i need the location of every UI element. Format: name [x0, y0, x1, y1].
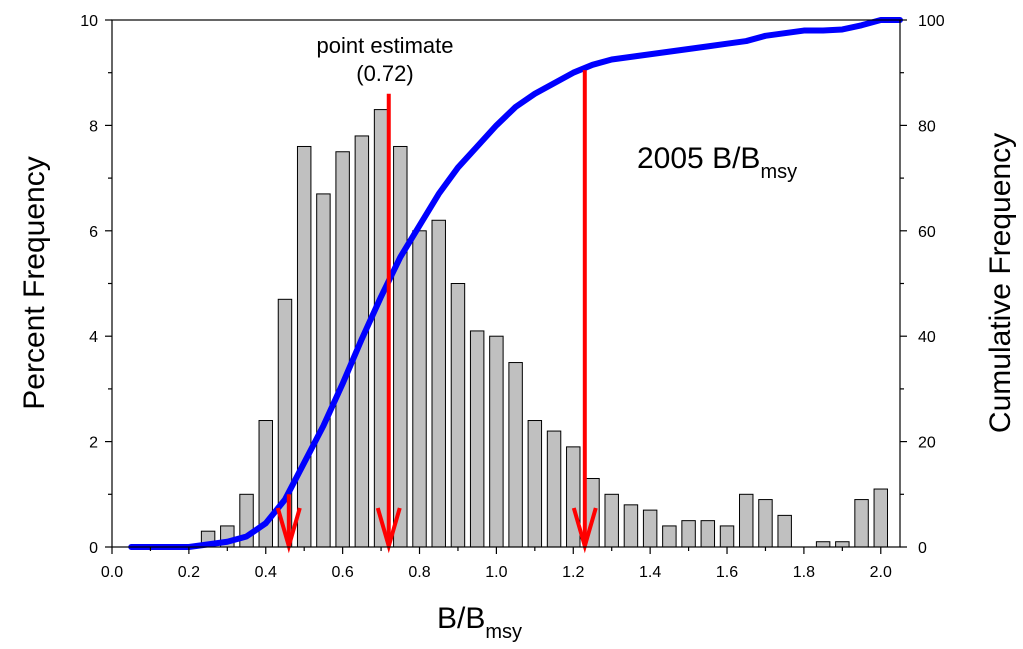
bar — [758, 499, 773, 548]
arrow-head — [275, 507, 302, 554]
arrows-group — [275, 70, 598, 554]
bar — [450, 283, 466, 548]
bar — [296, 145, 312, 548]
y-tick-label: 4 — [89, 329, 98, 346]
point-estimate-label: point estimate — [317, 33, 454, 58]
bar — [719, 525, 735, 548]
x-tick-label: 1.0 — [485, 564, 507, 581]
arrow-head — [571, 507, 598, 554]
bar — [412, 230, 427, 548]
bar — [489, 335, 504, 548]
y-tick-label: 6 — [89, 224, 98, 241]
x-axis-title-sub: msy — [485, 621, 522, 643]
y2-tick-label: 0 — [918, 540, 927, 557]
x-axis-title-main: B/B — [437, 602, 485, 635]
bar — [546, 430, 562, 548]
point-estimate-value: (0.72) — [356, 61, 413, 86]
x-tick-label: 2.0 — [870, 564, 892, 581]
x-axis-title: B/Bmsy — [437, 602, 522, 643]
y2-axis-title: Cumulative Frequency — [984, 133, 1017, 433]
y-tick-label: 10 — [80, 13, 98, 30]
year-label: 2005 B/Bmsy — [637, 142, 797, 183]
arrow-head — [375, 507, 402, 554]
x-tick-label: 0.0 — [101, 564, 123, 581]
y2-tick-label: 60 — [918, 224, 936, 241]
x-tick-label: 0.6 — [332, 564, 354, 581]
bar — [777, 514, 792, 548]
x-tick-label: 1.2 — [562, 564, 584, 581]
cumulative-line — [128, 17, 903, 550]
cumulative-line-group — [128, 17, 903, 550]
x-tick-label: 1.4 — [639, 564, 661, 581]
y2-tick-label: 20 — [918, 435, 936, 452]
y-axis-title: Percent Frequency — [18, 156, 51, 409]
y2-ticks: 0 20 40 60 80 100 — [900, 13, 945, 557]
y2-tick-label: 40 — [918, 329, 936, 346]
x-tick-label: 0.2 — [178, 564, 200, 581]
bar — [469, 330, 485, 548]
bar — [335, 151, 350, 548]
x-tick-label: 1.8 — [793, 564, 815, 581]
bar — [835, 541, 850, 548]
bar — [508, 362, 523, 548]
y-tick-label: 8 — [89, 118, 98, 135]
bar — [739, 493, 754, 548]
x-tick-label: 0.8 — [408, 564, 430, 581]
bar — [566, 446, 581, 548]
x-ticks: 0.0 0.2 0.4 0.6 0.8 1.0 1.2 1.4 1.6 1.8 2.0 — [101, 547, 892, 581]
bar — [623, 504, 639, 548]
bar — [662, 525, 677, 548]
bar — [642, 509, 658, 548]
y2-tick-label: 80 — [918, 118, 936, 135]
bar — [700, 520, 716, 548]
bar — [815, 541, 831, 548]
y2-tick-label: 100 — [918, 13, 945, 30]
bar — [873, 488, 889, 548]
year-label-sub: msy — [760, 161, 797, 183]
bar — [316, 193, 331, 548]
x-tick-label: 0.4 — [255, 564, 277, 581]
bar — [681, 520, 696, 548]
bar — [431, 219, 446, 548]
y-tick-label: 2 — [89, 435, 98, 452]
bar — [854, 499, 869, 548]
plot-frame — [111, 19, 901, 548]
x-tick-label: 1.6 — [716, 564, 738, 581]
bar — [373, 109, 389, 548]
bar — [527, 420, 543, 548]
y-tick-label: 0 — [89, 540, 98, 557]
bar — [604, 493, 619, 548]
year-label-main: 2005 B/B — [637, 142, 760, 175]
y-ticks: 0 2 4 6 8 10 — [80, 13, 112, 557]
bar — [393, 145, 408, 548]
